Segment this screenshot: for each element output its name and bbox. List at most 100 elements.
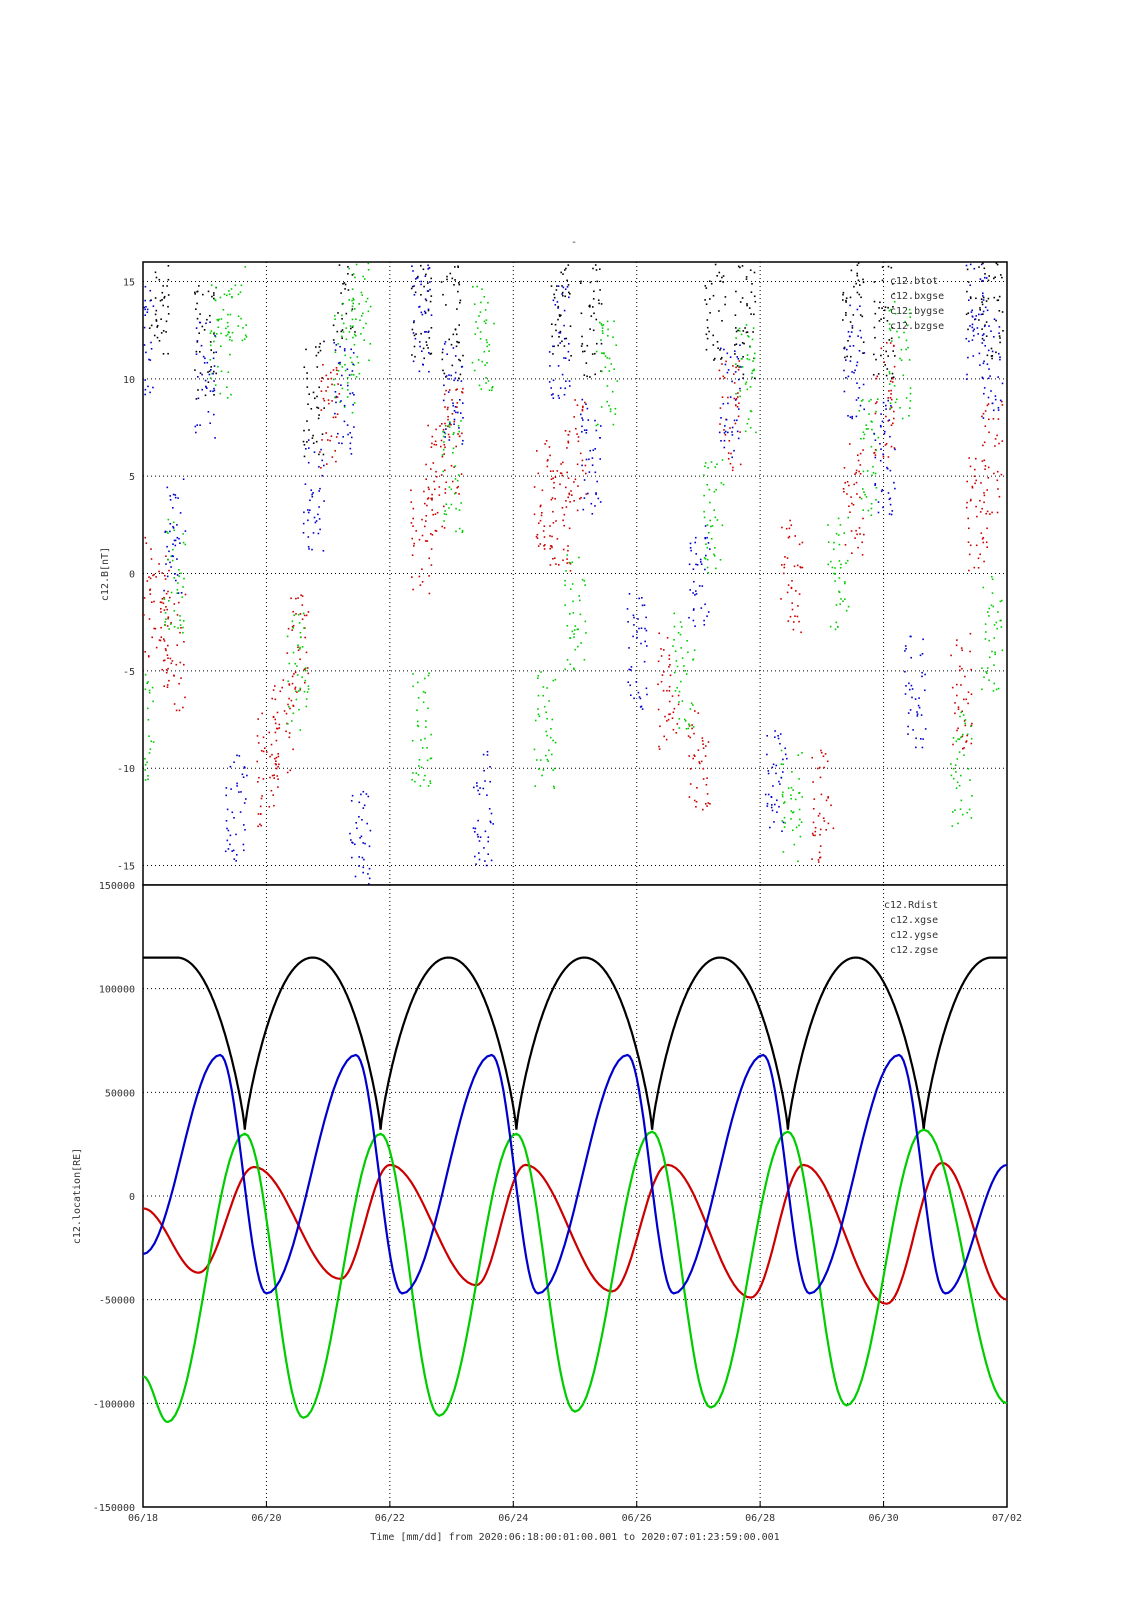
data-point	[801, 752, 803, 754]
data-point	[720, 440, 722, 442]
data-point	[993, 318, 996, 320]
data-point	[159, 639, 162, 642]
data-point	[892, 306, 894, 308]
data-point	[561, 293, 563, 295]
data-point	[493, 322, 495, 325]
data-point	[845, 377, 847, 379]
data-point	[144, 764, 147, 766]
data-point	[847, 415, 849, 417]
data-point	[277, 753, 279, 755]
data-point	[987, 396, 990, 399]
data-point	[814, 834, 816, 837]
data-point	[174, 539, 177, 542]
y-tick-label: -100000	[93, 1399, 135, 1410]
data-point	[893, 481, 895, 484]
data-point	[220, 370, 223, 373]
data-point	[345, 312, 348, 315]
data-point	[693, 732, 695, 735]
data-point	[856, 382, 858, 384]
data-point	[479, 331, 482, 333]
data-point	[454, 266, 456, 268]
data-point	[455, 333, 458, 336]
data-point	[411, 354, 413, 356]
data-point	[298, 690, 300, 692]
data-point	[905, 348, 907, 351]
data-point	[311, 495, 314, 498]
data-point	[554, 323, 557, 326]
data-point	[858, 527, 861, 529]
data-point	[709, 312, 711, 314]
data-point	[194, 291, 196, 294]
data-point	[455, 530, 457, 533]
data-point	[445, 428, 447, 430]
data-point	[845, 301, 847, 303]
data-point	[199, 372, 202, 374]
data-point	[348, 374, 351, 376]
data-point	[354, 331, 356, 333]
data-point	[460, 380, 463, 382]
y-tick-label: 50000	[105, 1088, 135, 1099]
data-point	[982, 299, 985, 301]
data-point	[305, 651, 308, 654]
data-point	[600, 339, 602, 341]
data-point	[274, 698, 277, 701]
data-point	[315, 520, 318, 522]
data-point	[477, 789, 479, 792]
data-point	[291, 720, 293, 722]
data-point	[163, 609, 166, 611]
data-point	[959, 665, 961, 668]
data-point	[792, 811, 795, 813]
data-point	[167, 352, 169, 355]
data-point	[489, 780, 491, 783]
data-point	[984, 273, 986, 275]
data-point	[412, 685, 414, 688]
data-point	[344, 363, 346, 366]
data-point	[235, 833, 237, 836]
data-point	[843, 490, 845, 493]
data-point	[165, 592, 168, 595]
data-point	[827, 541, 830, 543]
data-point	[982, 296, 985, 299]
data-point	[594, 505, 596, 507]
data-point	[565, 380, 567, 382]
data-point	[777, 735, 779, 737]
data-point	[243, 824, 245, 826]
data-point	[980, 313, 983, 316]
data-point	[778, 780, 780, 783]
data-point	[362, 807, 365, 809]
data-point	[894, 355, 896, 357]
data-point	[965, 740, 968, 742]
data-point	[456, 406, 458, 408]
data-point	[852, 314, 855, 316]
data-point	[368, 867, 371, 870]
data-point	[748, 358, 751, 361]
data-point	[783, 801, 786, 803]
data-point	[708, 330, 710, 333]
data-point	[335, 460, 337, 463]
data-point	[909, 387, 912, 389]
data-point	[901, 417, 904, 420]
data-point	[899, 357, 901, 360]
data-point	[210, 330, 213, 332]
data-point	[426, 540, 429, 542]
data-point	[244, 767, 246, 769]
data-point	[900, 359, 903, 361]
data-point	[445, 304, 447, 306]
data-point	[169, 657, 172, 660]
data-point	[712, 294, 715, 297]
data-point	[614, 413, 617, 415]
data-point	[797, 860, 799, 863]
data-point	[829, 625, 832, 628]
location-grid	[143, 885, 1007, 1507]
data-point	[645, 629, 648, 632]
data-point	[840, 598, 842, 600]
data-point	[147, 778, 149, 780]
data-point	[307, 536, 310, 538]
data-point	[844, 598, 846, 600]
data-point	[971, 339, 974, 341]
data-point	[600, 323, 603, 325]
data-point	[688, 723, 690, 725]
data-point	[178, 682, 180, 685]
data-point	[669, 674, 672, 677]
data-point	[873, 281, 876, 283]
